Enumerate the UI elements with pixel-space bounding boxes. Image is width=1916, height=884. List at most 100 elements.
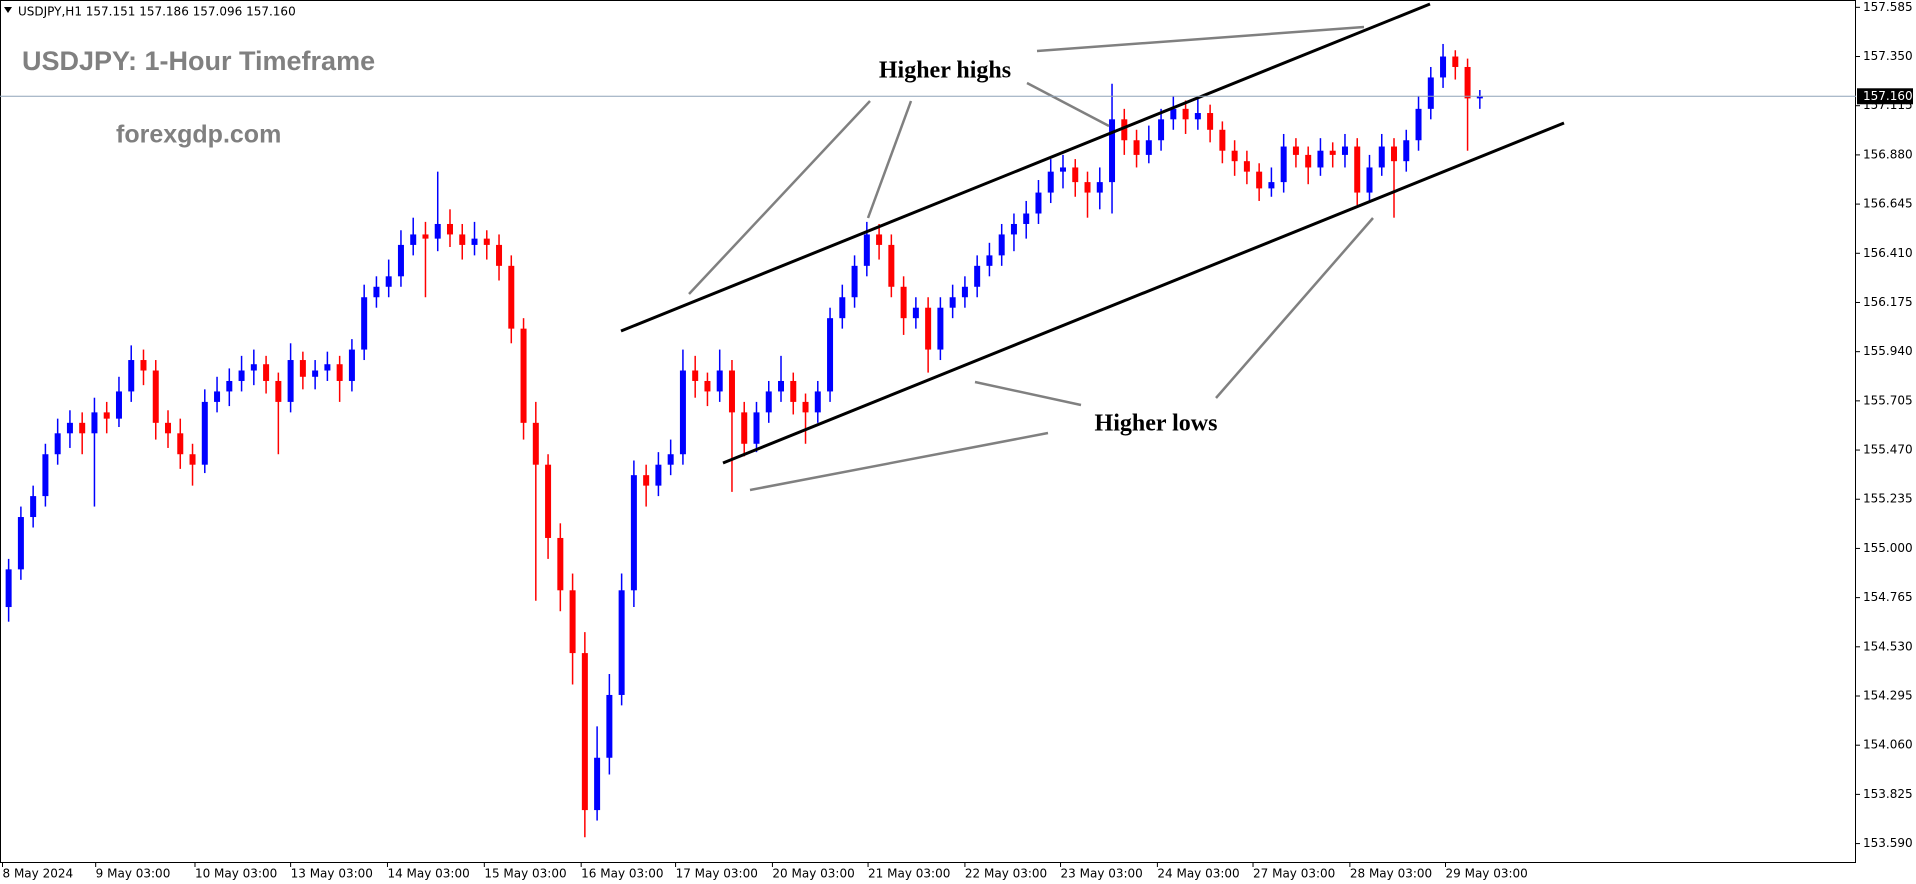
candle-body	[1010, 223, 1017, 235]
candle-body	[422, 234, 429, 239]
candle-body	[299, 360, 306, 377]
x-tick-label: 20 May 03:00	[772, 867, 854, 881]
candle-body	[937, 307, 944, 350]
candle-body	[66, 422, 73, 434]
channel	[620, 2, 1565, 465]
candle-body	[1231, 150, 1238, 162]
chart-title: USDJPY: 1-Hour Timeframe	[22, 46, 375, 76]
x-tick-label: 10 May 03:00	[195, 867, 277, 881]
candle-body	[1145, 140, 1152, 155]
candle-body	[765, 391, 772, 413]
candle-body	[643, 475, 650, 486]
candle-body	[434, 223, 441, 239]
x-tick-label: 13 May 03:00	[291, 867, 373, 881]
x-tick-label: 23 May 03:00	[1061, 867, 1143, 881]
candle-body	[679, 370, 686, 455]
candle-body	[471, 238, 478, 245]
candle-body	[1329, 150, 1336, 155]
pointer	[1215, 217, 1374, 399]
x-tick-label: 21 May 03:00	[868, 867, 950, 881]
candle-body	[54, 433, 61, 455]
candle-body	[263, 364, 270, 381]
y-tick-label: 157.585	[1863, 0, 1913, 14]
candle-body	[496, 244, 503, 266]
candle-body	[692, 370, 699, 381]
candle-body	[30, 496, 37, 518]
candle-body	[115, 391, 122, 419]
candle-body	[827, 318, 834, 392]
candle-body	[1023, 213, 1030, 224]
y-tick-label: 154.060	[1863, 738, 1913, 752]
candle-body	[545, 464, 552, 538]
candle-body	[839, 297, 846, 319]
candle-body	[888, 244, 895, 287]
candle-body	[667, 454, 674, 465]
candle-body	[152, 370, 159, 423]
candle-body	[214, 391, 221, 402]
candle-body	[287, 360, 294, 402]
candle-body	[177, 433, 184, 455]
candle-body	[1170, 108, 1177, 120]
candle-body	[103, 412, 110, 419]
candle-body	[336, 364, 343, 381]
candle-body	[569, 590, 576, 654]
x-tick-label: 28 May 03:00	[1350, 867, 1432, 881]
candle-body	[594, 757, 601, 811]
candle-body	[520, 328, 527, 423]
y-tick-label: 156.645	[1863, 197, 1913, 211]
price-label: 157.160	[1863, 89, 1913, 103]
annotation: Higher lows	[1095, 411, 1218, 437]
candle-body	[385, 276, 392, 287]
y-tick-label: 155.470	[1863, 443, 1913, 457]
candle-body	[949, 297, 956, 308]
header: USDJPY,H1 157.151 157.186 157.096 157.16…	[18, 5, 296, 19]
candle-body	[238, 370, 245, 381]
candle-body	[1072, 167, 1079, 183]
y-tick-label: 157.350	[1863, 49, 1913, 63]
candle-body	[741, 412, 748, 444]
candle-body	[128, 360, 135, 392]
candle-body	[655, 464, 662, 486]
x-tick-label: 22 May 03:00	[965, 867, 1047, 881]
candle-body	[201, 401, 208, 465]
candle-body	[1476, 96, 1483, 99]
candle-body	[1366, 167, 1373, 193]
pointer	[749, 431, 1049, 492]
candle-body	[900, 286, 907, 319]
candle-body	[410, 234, 417, 245]
candle-body	[1084, 182, 1091, 193]
x-tick-label: 27 May 03:00	[1253, 867, 1335, 881]
candles	[5, 43, 1483, 838]
candle-body	[1452, 56, 1459, 67]
candle-body	[876, 234, 883, 245]
candle-body	[778, 380, 785, 392]
candle-body	[1096, 182, 1103, 193]
pointer	[1026, 81, 1110, 128]
candle-body	[863, 234, 870, 266]
y-tick-label: 156.175	[1863, 295, 1913, 309]
candle-body	[140, 360, 147, 371]
candle-body	[226, 380, 233, 392]
candle-body	[1464, 66, 1471, 99]
candle-body	[275, 380, 282, 402]
candle-body	[704, 380, 711, 392]
candle-body	[716, 370, 723, 392]
candle-body	[1305, 154, 1312, 168]
lower-trendline	[722, 121, 1565, 465]
candle-body	[361, 297, 368, 350]
price-label-box	[1857, 88, 1913, 105]
y-tick-label: 154.530	[1863, 639, 1913, 653]
watermark: forexgdp.com	[116, 121, 281, 149]
candle-body	[79, 422, 86, 434]
y-tick-label: 155.940	[1863, 344, 1913, 358]
candle-body	[348, 349, 355, 381]
y-tick-label: 155.235	[1863, 492, 1913, 506]
candle-body	[312, 370, 319, 377]
candle-body	[1378, 146, 1385, 168]
pointer	[1036, 25, 1365, 53]
candle-body	[1059, 167, 1066, 172]
plot-frame	[0, 0, 1856, 863]
x-tick-label: 15 May 03:00	[484, 867, 566, 881]
y-tick-label: 153.590	[1863, 836, 1913, 850]
candle-body	[91, 412, 98, 434]
